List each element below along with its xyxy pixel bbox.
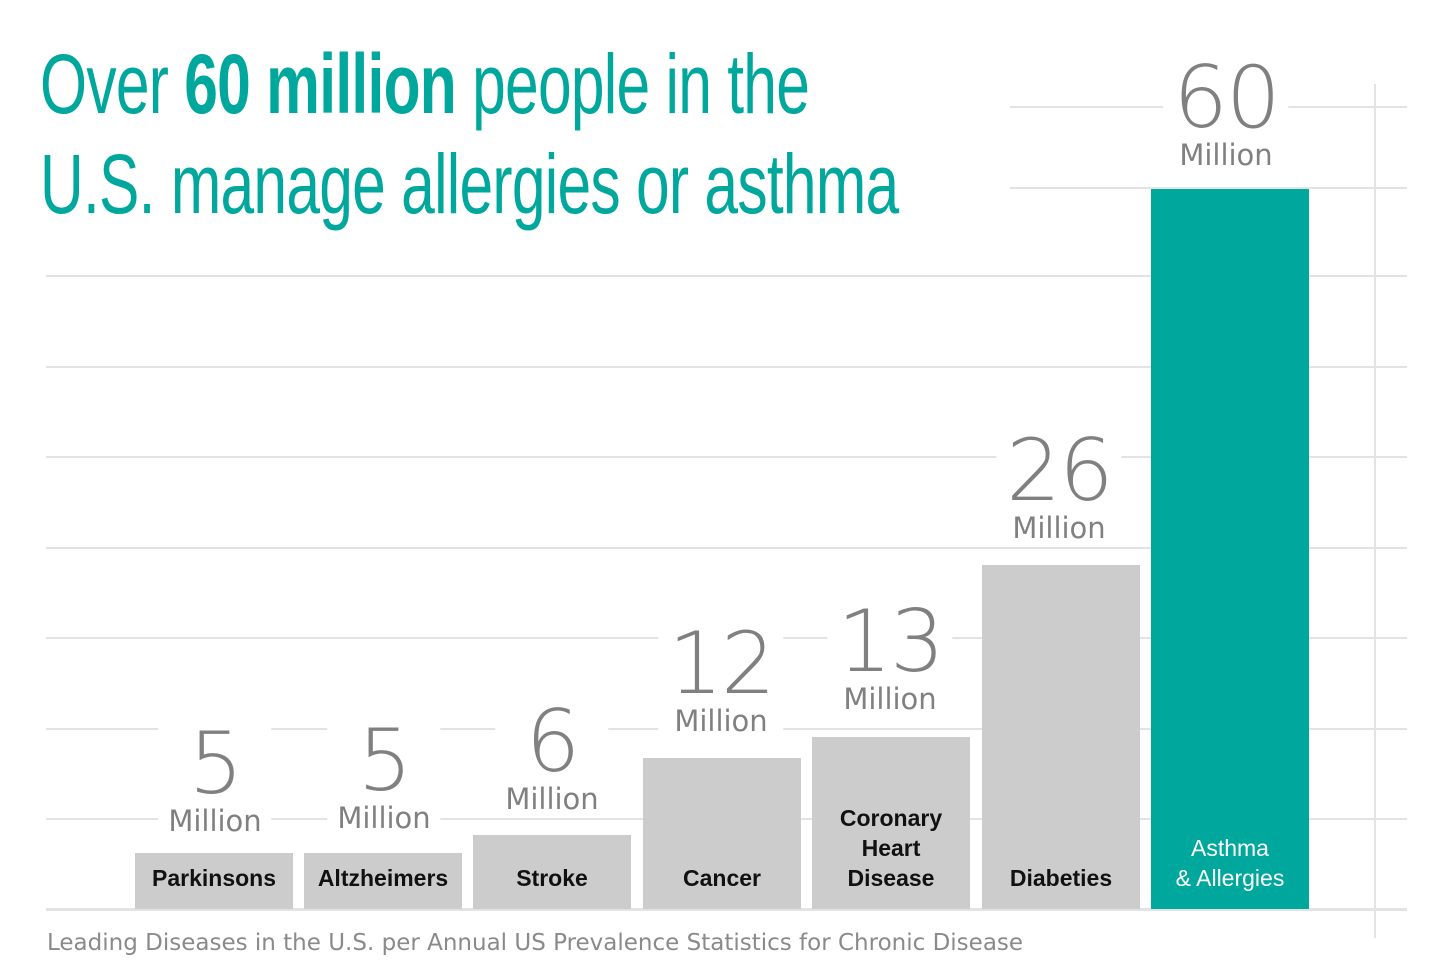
value-number: 5 [357, 711, 413, 811]
title-text: Over [40, 37, 185, 131]
chart-caption: Leading Diseases in the U.S. per Annual … [47, 930, 1024, 956]
value-unit: Million [1179, 138, 1273, 172]
value-number: 12 [668, 614, 775, 714]
bar-label: Parkinsons [152, 865, 276, 891]
bar-label-line: Disease [847, 865, 935, 891]
value-unit: Million [505, 782, 599, 816]
gridline [46, 275, 1407, 277]
value-number: 5 [188, 714, 244, 814]
bar-stroke: Stroke [473, 835, 631, 909]
gridline [46, 547, 1407, 549]
value-label: 60 Million [1163, 48, 1289, 172]
bar-label: Asthma & Allergies [1151, 833, 1309, 893]
value-label: 26 Million [996, 421, 1122, 545]
value-label: 12 Million [658, 614, 784, 738]
value-unit: Million [1012, 511, 1106, 545]
value-number: 6 [525, 692, 581, 792]
x-axis-baseline [46, 908, 1407, 911]
value-number: 26 [1006, 421, 1113, 521]
value-label: 13 Million [827, 592, 953, 716]
value-unit: Million [337, 801, 431, 835]
value-number: 13 [837, 592, 944, 692]
bar-label-line: Heart [861, 835, 921, 861]
value-unit: Million [168, 804, 262, 838]
bar-asthma-allergies: Asthma & Allergies [1151, 189, 1309, 909]
bar-diabeties: Diabeties [982, 565, 1140, 909]
bar-cancer: Cancer [643, 758, 801, 909]
title-line-2: U.S. manage allergies or asthma [40, 137, 899, 231]
value-number: 60 [1173, 48, 1280, 148]
gridline [1010, 187, 1407, 189]
value-label: 5 Million [158, 714, 272, 838]
bar-label: Stroke [516, 865, 588, 891]
bar-label: Cancer [683, 865, 761, 891]
bar-label: Coronary Heart Disease [812, 803, 970, 893]
title-text: people in the [456, 37, 810, 131]
value-label: 6 Million [495, 692, 609, 816]
title-highlight: 60 million [184, 37, 457, 131]
bar-parkinsons: Parkinsons [135, 853, 293, 909]
value-label: 5 Million [327, 711, 441, 835]
bar-label: Altzheimers [317, 865, 449, 891]
bar-label-line: Coronary [839, 805, 943, 831]
chart-title: Over 60 million people in the U.S. manag… [40, 34, 899, 234]
bar-altzheimers: Altzheimers [304, 853, 462, 909]
right-axis-line [1374, 84, 1376, 938]
gridline [46, 366, 1407, 368]
bar-label: Diabeties [1009, 865, 1113, 891]
value-unit: Million [843, 682, 937, 716]
bar-label-line: & Allergies [1175, 865, 1285, 891]
gridline [46, 456, 1407, 458]
value-unit: Million [674, 704, 768, 738]
bar-coronary-heart-disease: Coronary Heart Disease [812, 737, 970, 909]
bar-label-line: Asthma [1191, 835, 1269, 861]
